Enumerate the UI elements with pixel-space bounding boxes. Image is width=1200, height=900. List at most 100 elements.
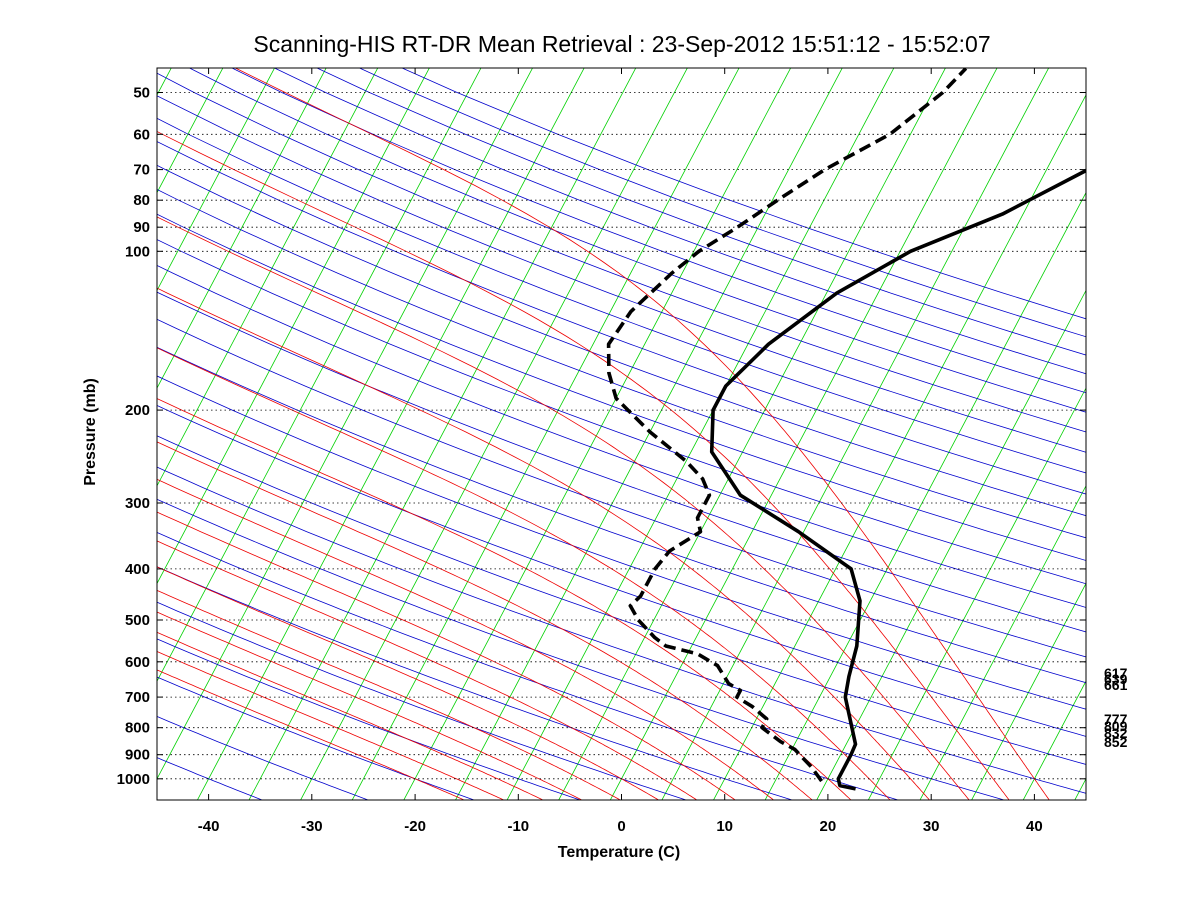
moist-adiabat-line — [157, 478, 775, 800]
isotherm-line — [609, 68, 998, 800]
y-tick-label: 1000 — [117, 771, 150, 788]
y-tick-label: 600 — [125, 654, 150, 671]
isotherm-line — [0, 41, 82, 810]
y-tick-label: 60 — [133, 126, 150, 143]
y-axis-label: Pressure (mb) — [82, 378, 99, 486]
dry-adiabat-line — [157, 435, 1086, 765]
isotherm-line — [764, 191, 1086, 800]
plot-area — [157, 68, 1086, 800]
dry-adiabat-line — [157, 117, 1086, 474]
dewpoint-profile-line — [606, 68, 968, 783]
isotherm-line — [971, 582, 1086, 800]
dry-adiabat-line — [157, 239, 1086, 585]
x-tick-label: -30 — [301, 818, 323, 835]
side-pressure-label: 639 — [1104, 671, 1128, 687]
moist-adiabat-line — [157, 398, 852, 800]
thermo-background-lines — [0, 41, 1086, 810]
dry-adiabat-line — [157, 213, 1086, 561]
moist-adiabat-line — [157, 631, 544, 800]
x-tick-label: 30 — [923, 818, 940, 835]
isotherm-line — [351, 68, 740, 800]
y-tick-label: 400 — [125, 561, 150, 578]
isotherm-line — [157, 68, 430, 585]
dry-adiabat-line — [157, 265, 1086, 608]
y-tick-label: 100 — [125, 243, 150, 260]
side-pressure-label: 777 — [1104, 711, 1128, 727]
isotherm-line — [300, 68, 688, 800]
moist-adiabat-line — [157, 651, 505, 800]
isotherm-line — [713, 94, 1086, 800]
moist-adiabat-line — [157, 566, 660, 800]
y-tick-label: 90 — [133, 219, 150, 236]
moist-adiabat-line — [157, 589, 622, 800]
x-tick-label: -20 — [404, 818, 426, 835]
x-tick-label: -40 — [198, 818, 220, 835]
dry-adiabat-line — [157, 532, 900, 800]
y-tick-label: 800 — [125, 720, 150, 737]
dry-adiabat-line — [157, 164, 1086, 517]
moist-adiabat-line — [157, 216, 970, 800]
moist-adiabat-line — [157, 511, 736, 800]
sounding-profiles — [606, 68, 1086, 791]
moist-adiabat-line — [157, 287, 930, 800]
moist-adiabat-line — [157, 441, 813, 800]
side-pressure-label: 617 — [1104, 665, 1128, 681]
isotherm-line — [1074, 777, 1086, 800]
isotherm-line — [157, 68, 533, 780]
dry-adiabat-line — [157, 716, 370, 800]
dry-adiabat-line — [157, 291, 1086, 633]
x-tick-label: 20 — [820, 818, 837, 835]
isotherm-line — [0, 41, 31, 810]
dry-adiabat-line — [157, 346, 1086, 684]
x-tick-label: 10 — [716, 818, 733, 835]
dry-adiabat-line — [157, 375, 1086, 710]
side-pressure-label: 661 — [1104, 677, 1128, 693]
moist-adiabat-line — [234, 68, 1050, 800]
dry-adiabat-line — [157, 601, 688, 800]
isotherm-line — [455, 68, 843, 800]
isotherm-line — [816, 289, 1086, 800]
temperature-profile-line — [709, 168, 1086, 791]
y-axis-ticks: 50 60 70 80 90 100 200 300 400 500 600 700 800 900 100… — [117, 85, 1086, 788]
side-pressure-label: 852 — [1104, 734, 1128, 750]
moist-adiabat-line — [157, 611, 583, 800]
dry-adiabat-line — [157, 95, 1086, 453]
moist-adiabat-line — [157, 131, 1010, 800]
dry-adiabat-line — [157, 318, 1086, 658]
isotherm-line — [157, 68, 327, 389]
isotherm-line — [248, 68, 637, 800]
isotherm-line — [506, 68, 895, 800]
y-tick-label: 200 — [125, 402, 150, 419]
moist-adiabat-line — [157, 347, 891, 800]
dry-adiabat-line — [157, 141, 1086, 495]
x-tick-label: 0 — [617, 818, 625, 835]
moist-adiabat-line — [157, 540, 698, 800]
x-tick-label: -10 — [507, 818, 529, 835]
dry-adiabat-line — [157, 188, 1086, 539]
isotherm-line — [157, 68, 224, 194]
dry-adiabat-line — [157, 757, 264, 800]
chart-title: Scanning-HIS RT-DR Mean Retrieval : 23-S… — [253, 31, 990, 57]
y-tick-label: 70 — [133, 162, 150, 179]
dry-adiabat-line — [157, 676, 476, 800]
y-tick-label: 80 — [133, 192, 150, 209]
isotherm-line — [919, 484, 1086, 800]
dry-adiabat-line — [157, 566, 794, 800]
y-tick-label: 300 — [125, 495, 150, 512]
dry-adiabat-line — [157, 466, 1086, 794]
y-tick-label: 50 — [133, 85, 150, 102]
x-axis-ticks: -40 -30 -20 -10 0 10 20 30 40 — [198, 68, 1043, 835]
dry-adiabat-line — [157, 405, 1086, 737]
y-tick-label: 500 — [125, 612, 150, 629]
pressure-grid — [157, 92, 1086, 780]
side-pressure-label: 832 — [1104, 725, 1128, 741]
x-axis-label: Temperature (C) — [558, 844, 680, 861]
dry-adiabat-line — [157, 638, 582, 800]
side-pressure-label: 809 — [1104, 718, 1128, 734]
isotherm-line — [0, 41, 134, 810]
x-tick-label: 40 — [1026, 818, 1043, 835]
moist-adiabat-line — [157, 669, 466, 800]
isotherm-line — [196, 68, 585, 800]
